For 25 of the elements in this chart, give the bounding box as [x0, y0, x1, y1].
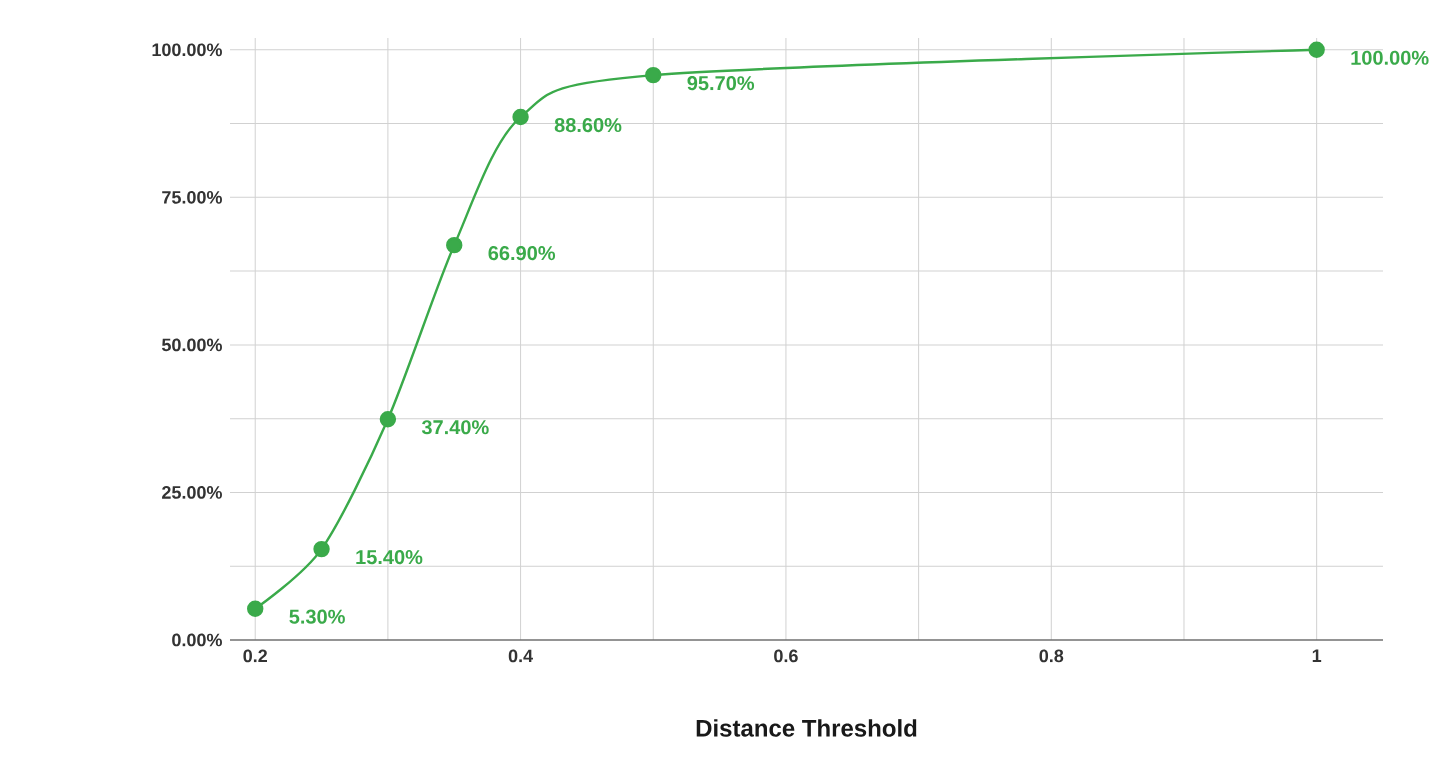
point [512, 108, 529, 126]
x-tick-label: 0.8 [1039, 649, 1064, 663]
x-tick-label: 0.2 [243, 649, 267, 663]
point [645, 66, 662, 84]
data-label: 15.40% [356, 550, 423, 565]
x-tick-label: 0.4 [508, 649, 533, 663]
x-tick-label: 0.6 [774, 649, 798, 663]
point [379, 411, 397, 428]
data-label: 37.40% [421, 420, 489, 435]
x-tick-label: 1 [1312, 649, 1322, 662]
y-tick-label: 50.00% [161, 338, 222, 352]
y-tick-label: 25.00% [162, 486, 222, 499]
point [1308, 41, 1325, 58]
y-tick-label: 100.00% [152, 43, 222, 57]
data-label: 5.30% [289, 609, 345, 624]
point [313, 540, 330, 558]
data-label: 88.60% [554, 118, 622, 133]
x-axis-title: Distance Threshold [696, 719, 917, 737]
point [446, 236, 463, 254]
y-tick-label: 0.00% [172, 633, 222, 647]
point [247, 600, 264, 617]
y-tick-label: 75.00% [162, 190, 222, 204]
data-label: 95.70% [687, 76, 755, 91]
data-label: 66.90% [488, 246, 556, 261]
data-label: 100.00% [1351, 50, 1429, 65]
